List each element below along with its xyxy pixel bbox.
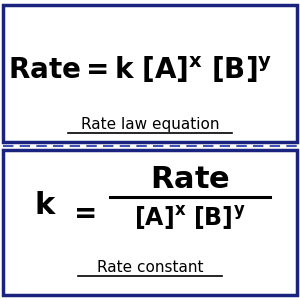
Text: $\mathbf{[A]^x\ [B]^y}$: $\mathbf{[A]^x\ [B]^y}$	[134, 204, 246, 232]
Bar	[3, 5, 297, 142]
Bar	[3, 150, 297, 295]
Text: $\mathbf{k}$: $\mathbf{k}$	[34, 190, 56, 220]
Text: $\mathbf{=}$: $\mathbf{=}$	[68, 198, 96, 226]
Text: Rate constant: Rate constant	[97, 260, 203, 275]
Text: $\mathbf{Rate = k\ [A]^x\ [B]^y}$: $\mathbf{Rate = k\ [A]^x\ [B]^y}$	[8, 55, 272, 85]
Text: Rate law equation: Rate law equation	[81, 118, 219, 133]
Text: $\mathbf{Rate}$: $\mathbf{Rate}$	[150, 166, 230, 194]
